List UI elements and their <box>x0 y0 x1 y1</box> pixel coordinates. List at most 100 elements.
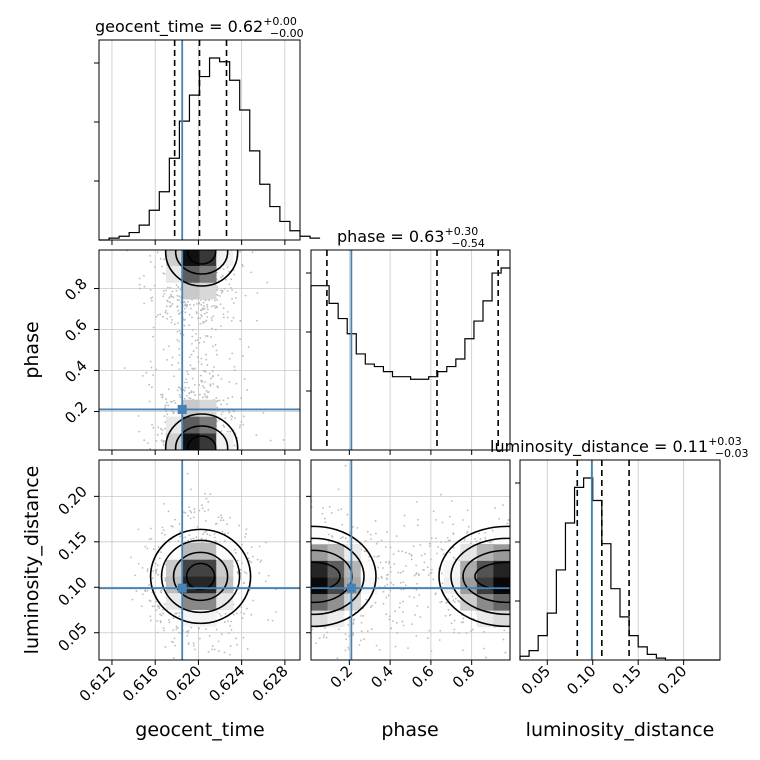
sample-point <box>137 415 140 417</box>
sample-point <box>165 305 168 308</box>
sample-point <box>202 308 205 311</box>
sample-point <box>164 311 167 314</box>
sample-point <box>176 338 179 341</box>
contour-line <box>164 413 239 450</box>
sample-point <box>382 567 384 569</box>
sample-point <box>204 299 207 302</box>
sample-point <box>166 299 169 302</box>
sample-point <box>200 303 203 306</box>
sample-point <box>206 316 209 318</box>
sample-point <box>214 328 217 331</box>
sample-point <box>202 533 204 536</box>
sample-point <box>336 657 339 660</box>
sample-point <box>374 532 377 535</box>
sample-point <box>452 546 455 549</box>
sample-point <box>226 316 229 319</box>
sample-point <box>172 657 175 659</box>
sample-point <box>396 632 399 634</box>
sample-point <box>374 520 377 522</box>
sample-point <box>475 540 478 543</box>
sample-point <box>162 315 164 318</box>
sample-point <box>222 519 225 522</box>
sample-point <box>360 621 363 624</box>
sample-point <box>380 575 383 578</box>
sample-point <box>352 623 355 625</box>
sample-point <box>190 538 192 540</box>
sample-point <box>199 309 202 312</box>
sample-point <box>183 318 186 321</box>
sample-point <box>137 528 140 531</box>
sample-point <box>207 681 209 683</box>
sample-point <box>161 532 163 535</box>
sample-point <box>415 500 418 503</box>
sample-point <box>210 316 213 319</box>
sample-point <box>156 631 159 634</box>
sample-point <box>194 367 196 370</box>
contour-line <box>164 250 239 287</box>
sample-point <box>155 440 158 442</box>
sample-point <box>161 265 164 268</box>
ytick-label: 0.05 <box>54 619 90 655</box>
sample-point <box>177 386 180 389</box>
hist-bar <box>492 273 501 450</box>
sample-point <box>419 544 422 546</box>
sample-point <box>165 401 168 404</box>
sample-point <box>224 612 227 615</box>
sample-point <box>183 307 186 310</box>
sample-point <box>153 266 156 269</box>
sample-point <box>444 614 447 617</box>
hist-bar <box>365 364 374 450</box>
sample-point <box>209 384 212 387</box>
sample-point <box>157 573 160 576</box>
sample-point <box>163 533 166 536</box>
sample-point <box>212 315 215 318</box>
sample-point <box>202 369 205 372</box>
sample-point <box>347 540 350 543</box>
sample-point <box>407 647 409 650</box>
sample-point <box>243 571 246 574</box>
sample-point <box>416 518 419 521</box>
sample-point <box>227 397 229 399</box>
sample-point <box>389 589 392 592</box>
sample-point <box>151 296 154 299</box>
sample-point <box>344 649 347 652</box>
sample-point <box>348 635 350 637</box>
sample-point <box>163 415 166 418</box>
sample-point <box>246 552 249 554</box>
sample-point <box>149 289 152 291</box>
sample-point <box>220 292 223 294</box>
contour-line <box>474 561 510 592</box>
hist-bar <box>538 636 547 660</box>
sample-point <box>177 540 180 542</box>
sample-point <box>155 368 158 371</box>
sample-point <box>171 290 174 293</box>
sample-point <box>178 312 181 315</box>
sample-point <box>395 621 398 624</box>
sample-point <box>168 305 171 308</box>
contour-line <box>174 250 229 275</box>
sample-point <box>220 378 223 380</box>
sample-point <box>428 545 431 547</box>
hist-bar <box>220 62 230 240</box>
contour-line <box>462 549 510 604</box>
sample-point <box>426 637 429 640</box>
xtick-label: 0.628 <box>249 662 292 705</box>
sample-point <box>417 573 420 575</box>
sample-point <box>195 312 198 315</box>
sample-point <box>228 380 231 383</box>
sample-point <box>348 648 350 651</box>
sample-point <box>183 381 186 384</box>
sample-point <box>233 365 236 368</box>
sample-point <box>489 541 491 544</box>
sample-point <box>321 512 324 515</box>
density-cell <box>216 250 234 266</box>
sample-point <box>199 374 202 377</box>
sample-point <box>232 302 235 304</box>
sample-point <box>199 337 202 339</box>
sample-point <box>196 339 199 341</box>
sample-point <box>337 488 340 491</box>
sample-point <box>461 649 464 652</box>
sample-point <box>151 577 154 580</box>
density-cell <box>182 282 200 300</box>
hist-bar <box>392 377 401 450</box>
